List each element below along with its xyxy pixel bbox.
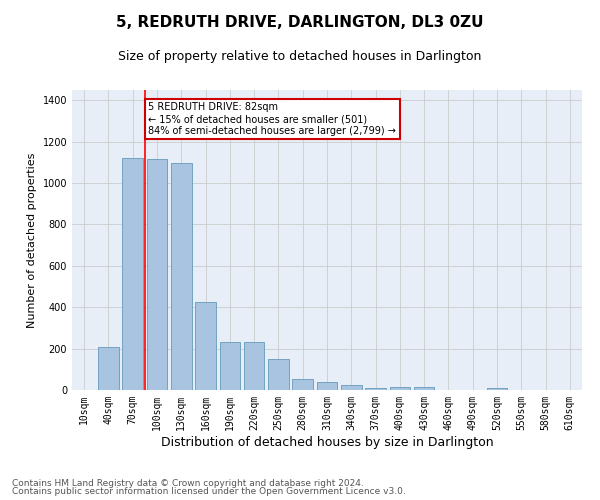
Y-axis label: Number of detached properties: Number of detached properties (27, 152, 37, 328)
Bar (292, 378, 313, 390)
Bar (487, 388, 508, 390)
Text: Contains HM Land Registry data © Crown copyright and database right 2024.: Contains HM Land Registry data © Crown c… (12, 478, 364, 488)
Text: 5 REDRUTH DRIVE: 82sqm
← 15% of detached houses are smaller (501)
84% of semi-de: 5 REDRUTH DRIVE: 82sqm ← 15% of detached… (149, 102, 397, 136)
Bar (414, 387, 434, 390)
Bar (122, 158, 143, 390)
Bar (365, 388, 386, 390)
Bar (171, 164, 191, 390)
Bar (146, 160, 167, 390)
Bar (389, 387, 410, 390)
Bar (220, 342, 240, 390)
Text: 5, REDRUTH DRIVE, DARLINGTON, DL3 0ZU: 5, REDRUTH DRIVE, DARLINGTON, DL3 0ZU (116, 15, 484, 30)
Bar (268, 360, 289, 390)
Text: Size of property relative to detached houses in Darlington: Size of property relative to detached ho… (118, 50, 482, 63)
Bar (195, 302, 216, 390)
Bar (98, 347, 119, 390)
Bar (341, 385, 362, 390)
Bar (317, 382, 337, 390)
Text: Contains public sector information licensed under the Open Government Licence v3: Contains public sector information licen… (12, 487, 406, 496)
X-axis label: Distribution of detached houses by size in Darlington: Distribution of detached houses by size … (161, 436, 493, 448)
Bar (244, 342, 265, 390)
